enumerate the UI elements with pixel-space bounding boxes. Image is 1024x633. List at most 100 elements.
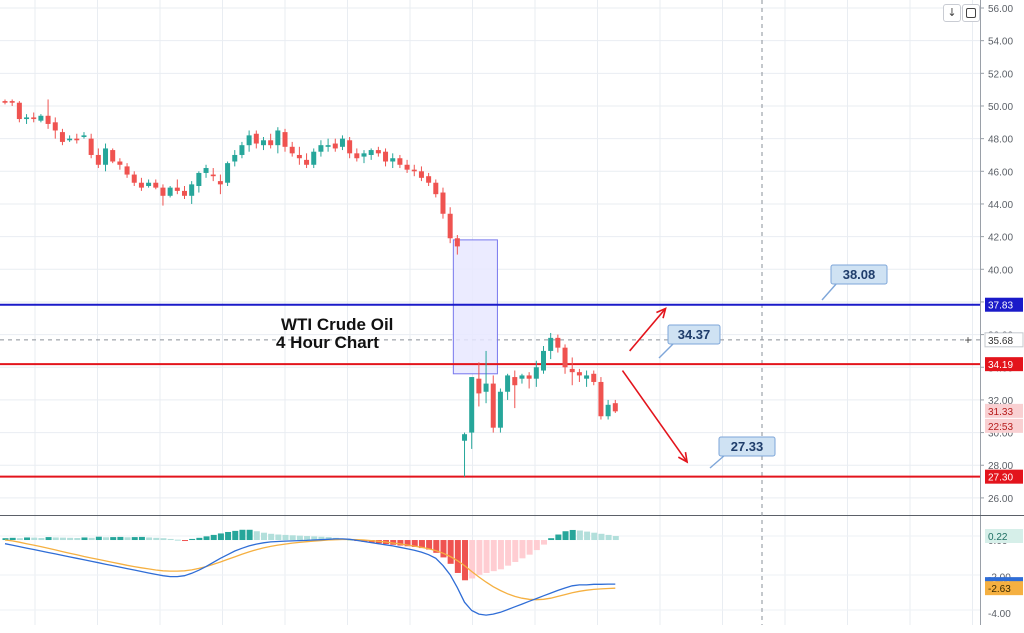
macd-bar: [38, 538, 45, 541]
crosshair-tag-label: 35.68: [988, 336, 1013, 347]
macd-bar: [490, 540, 497, 572]
macd-bar: [124, 537, 131, 541]
macd-bar: [562, 531, 569, 541]
candle-body: [117, 161, 123, 165]
candle-body: [339, 138, 345, 147]
candles: [2, 99, 618, 477]
macd-bar: [52, 537, 59, 541]
macd-bar: [591, 532, 598, 541]
macd-bar: [418, 540, 425, 549]
candle-body: [59, 132, 65, 142]
countdown-tag: 22:53: [988, 422, 1013, 433]
candle-body: [591, 373, 597, 382]
macd-bar: [268, 533, 275, 541]
macd-value-tag-bg: [985, 581, 1023, 596]
candle-body: [354, 153, 360, 159]
candle-body: [347, 140, 353, 154]
current-price-tag-bg: [985, 403, 1023, 418]
gap-rectangle: [452, 239, 498, 375]
callout-pointer: [709, 454, 726, 469]
candle-body: [555, 337, 561, 348]
candle-body: [153, 182, 159, 188]
level-tag-27.30: 27.30: [988, 473, 1013, 484]
trend-arrow-line: [621, 370, 688, 463]
macd-bar: [196, 537, 203, 541]
candle-body: [124, 166, 130, 175]
macd-bar: [548, 538, 555, 541]
macd-histogram: [2, 529, 619, 581]
settings-button[interactable]: [962, 4, 980, 22]
callout-box: [830, 264, 888, 285]
price-tick-label: 52.00: [988, 69, 1013, 80]
candle-body: [232, 154, 238, 162]
candle-body: [483, 383, 489, 392]
candle-body: [490, 383, 496, 428]
level-tag-37.83-bg: [985, 297, 1023, 312]
callout-label: 27.33: [731, 439, 764, 454]
countdown-tag-bg: [985, 418, 1023, 433]
candle-body: [110, 150, 116, 162]
candle-body: [512, 377, 518, 386]
price-tick-label: 42.00: [988, 233, 1013, 244]
callout-pointer: [658, 342, 675, 359]
candle-body: [239, 145, 245, 155]
trend-arrow-head: [656, 307, 667, 319]
price-tick-label: 44.00: [988, 200, 1013, 211]
macd-bar: [440, 540, 447, 558]
price-tick-label: 26.00: [988, 494, 1013, 505]
candle-body: [88, 138, 94, 155]
macd-bar: [45, 537, 52, 541]
macd-bar: [203, 536, 210, 541]
macd-bar: [296, 535, 303, 541]
macd-bar: [232, 530, 239, 541]
macd-bar: [526, 540, 533, 555]
current-price-tag: 31.33: [988, 407, 1013, 418]
macd-bar: [311, 536, 318, 541]
macd-bar: [462, 540, 469, 581]
macd-bar: [304, 536, 311, 541]
candle-body: [375, 150, 381, 154]
candle-body: [562, 347, 568, 368]
candle-body: [95, 154, 101, 165]
trend-arrow-line: [629, 307, 667, 352]
macd-bar: [541, 540, 547, 545]
macd-bar: [555, 534, 562, 541]
candle-body: [268, 140, 274, 146]
macd-bar: [519, 540, 526, 559]
candle-body: [246, 135, 252, 146]
candle-body: [296, 154, 302, 159]
macd-bar: [433, 540, 440, 553]
candle-body: [210, 174, 216, 177]
macd-value-tag: 0.22: [988, 532, 1008, 543]
candle-body: [548, 337, 554, 351]
macd-bar: [275, 534, 282, 541]
callout-box: [718, 436, 776, 457]
candle-body: [584, 375, 590, 379]
macd-bar: [2, 538, 9, 541]
macd-bar: [569, 529, 576, 541]
candle-body: [16, 102, 22, 120]
macd-bar: [246, 529, 253, 541]
macd-bar: [397, 540, 404, 546]
scale-down-button[interactable]: ↓: [943, 4, 961, 22]
level-tag-34.19-bg: [985, 357, 1023, 372]
candle-body: [167, 187, 173, 196]
macd-bar: [512, 540, 519, 562]
callout-box: [667, 324, 721, 345]
candle-body: [447, 213, 453, 239]
candle-body: [52, 122, 58, 131]
candle-body: [304, 159, 310, 165]
macd-bar: [469, 540, 476, 579]
candle-body: [462, 434, 468, 441]
candle-body: [533, 367, 539, 379]
macd-bar: [225, 531, 232, 541]
candle-body: [45, 115, 51, 124]
macd-bar: [24, 537, 31, 541]
candle-body: [433, 182, 439, 195]
macd-bar: [74, 538, 81, 541]
candle-body: [182, 190, 187, 196]
macd-bar: [483, 540, 490, 573]
macd-bar: [411, 540, 418, 547]
